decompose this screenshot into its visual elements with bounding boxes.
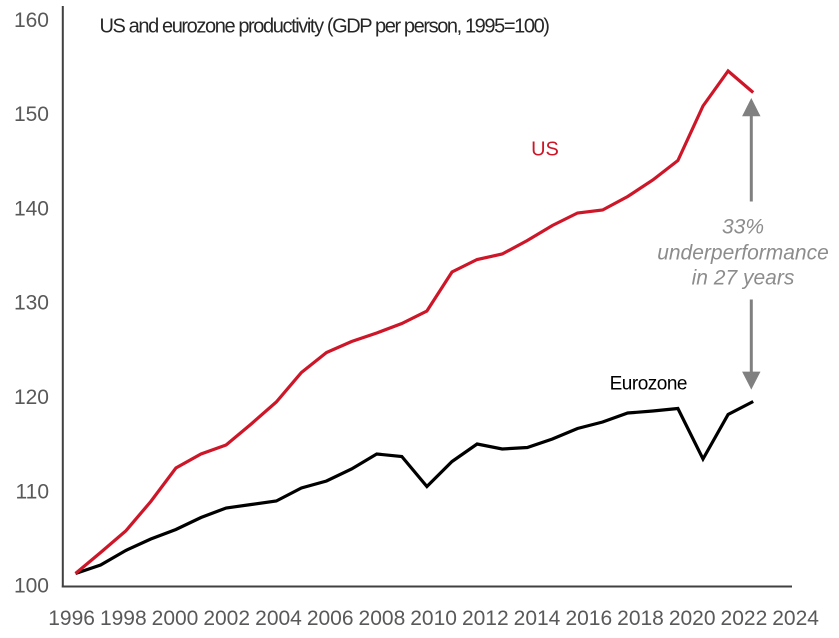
svg-text:2014: 2014 — [514, 607, 561, 630]
svg-text:2004: 2004 — [255, 607, 302, 630]
svg-text:150: 150 — [14, 103, 49, 126]
svg-text:2020: 2020 — [669, 607, 716, 630]
svg-text:33%: 33% — [722, 216, 764, 239]
svg-text:110: 110 — [16, 480, 49, 503]
svg-text:underperformance: underperformance — [657, 242, 829, 265]
svg-text:2006: 2006 — [307, 607, 354, 630]
svg-text:2018: 2018 — [617, 607, 664, 630]
svg-text:2016: 2016 — [565, 607, 612, 630]
svg-text:1996: 1996 — [48, 607, 95, 630]
svg-text:130: 130 — [14, 292, 49, 315]
svg-text:2000: 2000 — [152, 607, 199, 630]
svg-text:2022: 2022 — [721, 607, 768, 630]
svg-text:Eurozone: Eurozone — [610, 374, 687, 395]
svg-text:US and eurozone productivity (: US and eurozone productivity (GDP per pe… — [100, 16, 550, 38]
svg-text:1998: 1998 — [100, 607, 147, 630]
svg-text:2010: 2010 — [410, 607, 457, 630]
svg-text:140: 140 — [14, 197, 49, 220]
svg-text:160: 160 — [14, 9, 49, 32]
svg-text:in 27 years: in 27 years — [692, 267, 795, 290]
svg-text:100: 100 — [14, 575, 49, 598]
svg-text:2012: 2012 — [462, 607, 509, 630]
svg-text:2024: 2024 — [772, 607, 819, 630]
svg-text:120: 120 — [14, 386, 49, 409]
svg-text:US: US — [531, 139, 559, 161]
svg-text:2008: 2008 — [359, 607, 406, 630]
svg-text:2002: 2002 — [203, 607, 250, 630]
